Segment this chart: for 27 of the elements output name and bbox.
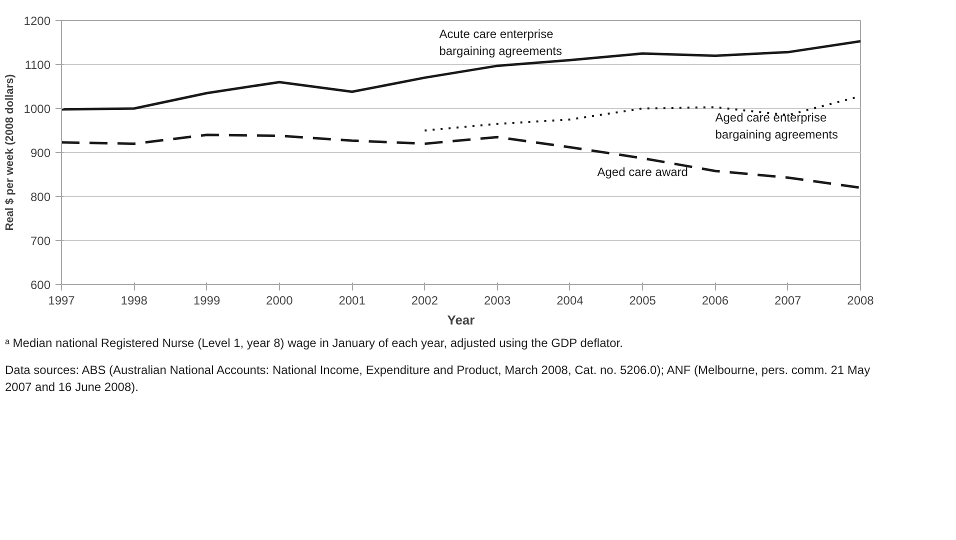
y-tick-label: 1100	[24, 58, 51, 72]
series-label: Acute care enterprise bargaining agreements	[439, 27, 562, 58]
x-tick-label: 2002	[411, 294, 438, 308]
y-tick-label: 800	[30, 190, 51, 204]
series-label: Aged care enterprise bargaining agreements	[715, 110, 838, 142]
y-tick-label: 1200	[24, 14, 51, 28]
y-tick-label: 700	[30, 234, 51, 248]
x-tick-label: 2000	[266, 294, 294, 308]
x-tick-label: 2008	[847, 294, 874, 308]
x-tick-label: 2001	[338, 294, 366, 308]
series-label: Aged care award	[597, 164, 688, 179]
line-series	[62, 40, 860, 111]
x-tick-label: 1998	[120, 294, 148, 308]
x-tick-label: 2005	[629, 294, 656, 308]
x-tick-label: 2007	[774, 294, 802, 308]
y-axis-title: Real $ per week (2008 dollars)	[4, 74, 16, 231]
x-tick-label: 2003	[484, 294, 511, 308]
x-tick-label: 1999	[193, 294, 220, 308]
text: ᵃ Median national Registered Nurse (Level 1, year 8) wage in January of each year, adjusted using the GDP deflator.	[5, 335, 624, 352]
x-tick-label: 2004	[556, 294, 584, 308]
x-axis-title: Year	[447, 312, 475, 328]
text: Data sources: ABS (Australian National Accounts: National Income, Expenditure and Product, March 2008, Cat. no. 5206.0); ANF (Melbourne, pers. comm. 21 May 2007 and 16 June 2008).	[5, 362, 872, 396]
y-tick-label: 900	[30, 146, 51, 160]
x-tick-label: 1997	[48, 294, 76, 308]
x-tick-label: 2006	[702, 294, 729, 308]
y-tick-label: 1000	[24, 102, 51, 116]
y-tick-label: 600	[30, 278, 51, 292]
